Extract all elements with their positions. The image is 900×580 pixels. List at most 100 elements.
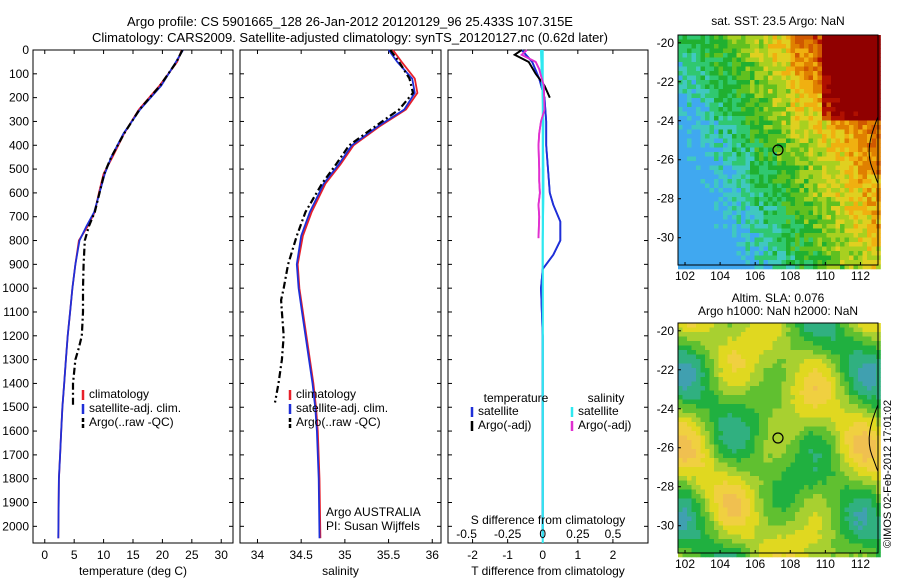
sla-map-xtick-label: 108	[780, 557, 800, 571]
depth-tick-label: 300	[9, 114, 29, 128]
temperature-series-satellite-adj-clim-	[57, 49, 184, 539]
difference-legend-label: satellite	[478, 404, 519, 418]
depth-tick-label: 1600	[2, 424, 29, 438]
temperature-legend-label: Argo(..raw -QC)	[89, 415, 174, 429]
float-info-annotation: PI: Susan Wijffels	[326, 519, 420, 533]
sst-map-coastline	[868, 116, 879, 184]
temperature-xtick-label: 20	[156, 548, 170, 562]
depth-tick-label: 1500	[2, 400, 29, 414]
difference-s-tick-label: 0.25	[566, 527, 590, 541]
depth-tick-label: 1900	[2, 496, 29, 510]
sla-map-ytick-label: -24	[657, 402, 675, 416]
depth-tick-label: 100	[9, 67, 29, 81]
salinity-xtick-label: 34.5	[289, 548, 313, 562]
depth-tick-label: 1200	[2, 329, 29, 343]
copyright-stamp: ©IMOS 02-Feb-2012 17:01:02	[882, 400, 894, 548]
salinity-series-satellite-adj-clim-	[295, 49, 416, 539]
difference-axes-frame	[447, 49, 649, 544]
sst-map-xtick-label: 108	[780, 269, 800, 283]
difference-xtick-label: -1	[502, 548, 513, 562]
difference-s-tick-label: 0.5	[605, 527, 622, 541]
sst-map-xtick-label: 102	[675, 269, 695, 283]
depth-tick-label: 1100	[3, 305, 29, 319]
temperature-xtick-label: 10	[97, 548, 111, 562]
temperature-profile-panel: 0100200300400500600700800900100011001200…	[2, 43, 234, 578]
depth-tick-label: 1300	[2, 353, 29, 367]
depth-tick-label: 700	[9, 210, 29, 224]
depth-tick-label: 600	[9, 186, 29, 200]
salinity-legend-label: Argo(..raw -QC)	[296, 415, 381, 429]
salinity-legend-label: climatology	[296, 387, 356, 401]
difference-xtick-label: 0	[539, 548, 546, 562]
sla-map-ytick-label: -26	[657, 441, 675, 455]
salinity-legend-label: satellite-adj. clim.	[296, 401, 388, 415]
sst-map-xtick-label: 112	[851, 269, 870, 283]
salinity-xtick-label: 36	[426, 548, 440, 562]
sla-map-xtick-label: 106	[745, 557, 765, 571]
sla-map-xtick-label: 104	[710, 557, 730, 571]
sst-map-ytick-label: -22	[657, 75, 675, 89]
depth-tick-label: 400	[9, 138, 29, 152]
sst-map-title: sat. SST: 23.5 Argo: NaN	[711, 14, 844, 28]
difference-series-salinity-satellite	[540, 49, 545, 539]
depth-tick-label: 900	[9, 257, 29, 271]
salinity-xlabel: salinity	[322, 564, 359, 578]
figure-title-line2: Climatology: CARS2009. Satellite-adjuste…	[92, 30, 608, 45]
temperature-xtick-label: 25	[185, 548, 199, 562]
salinity-series-argo-raw-qc-	[273, 49, 415, 403]
sla-map-title: Argo h1000: NaN h2000: NaN	[698, 304, 858, 318]
sla-map-ytick-label: -30	[657, 519, 675, 533]
temperature-legend-label: satellite-adj. clim.	[89, 401, 181, 415]
difference-xtick-label: 1	[574, 548, 581, 562]
sst-map-xtick-label: 104	[710, 269, 730, 283]
sla-map-ytick-label: -22	[657, 363, 675, 377]
sla-map-title: Altim. SLA: 0.076	[732, 291, 825, 305]
depth-tick-label: 800	[9, 234, 29, 248]
depth-tick-label: 1400	[2, 376, 29, 390]
float-info-annotation: Argo AUSTRALIA	[326, 505, 421, 519]
difference-legend-heading-salinity: salinity	[588, 391, 625, 405]
salinity-xtick-label: 35	[338, 548, 352, 562]
temperature-legend-label: climatology	[89, 387, 149, 401]
salinity-xtick-label: 34	[251, 548, 265, 562]
sst-map-field	[678, 35, 881, 270]
depth-tick-label: 1000	[2, 281, 29, 295]
difference-profile-panel: -2 -1 0 1 2 T difference from climatology S di…	[447, 49, 649, 578]
depth-tick-label: 1700	[2, 448, 29, 462]
difference-s-label: S difference from climatology	[471, 513, 626, 527]
difference-legend-label: Argo(-adj)	[478, 418, 531, 432]
figure-title-line1: Argo profile: CS 5901665_128 26-Jan-2012…	[127, 14, 573, 29]
difference-xlabel: T difference from climatology	[471, 564, 625, 578]
temperature-series-argo-raw-qc-	[71, 49, 184, 405]
difference-series-salinity-argo-adj-	[520, 49, 546, 239]
depth-tick-label: 1800	[2, 472, 29, 486]
sst-map-ytick-label: -30	[657, 231, 675, 245]
temperature-xtick-label: 30	[215, 548, 229, 562]
difference-s-tick-label: -0.5	[456, 527, 477, 541]
depth-tick-label: 2000	[2, 519, 29, 533]
sst-map-argo-position-marker	[772, 144, 784, 156]
sst-map-ytick-label: -24	[657, 114, 675, 128]
sst-map-xtick-label: 106	[745, 269, 765, 283]
sla-map-coastline	[868, 404, 879, 472]
difference-s-tick-label: -0.25	[494, 527, 522, 541]
sst-map-frame	[677, 34, 879, 266]
sst-map-ytick-label: -28	[657, 192, 675, 206]
sla-map-field	[678, 323, 881, 558]
temperature-series-climatology	[57, 49, 183, 539]
sla-map-xtick-label: 102	[675, 557, 695, 571]
salinity-profile-panel: 34 34.5 35 35.5 36 salinity climatologysatelli…	[239, 49, 442, 578]
salinity-series-climatology	[296, 49, 419, 539]
sla-map-xtick-label: 112	[851, 557, 870, 571]
depth-tick-label: 200	[9, 91, 29, 105]
sla-map-xtick-label: 110	[816, 557, 835, 571]
sla-map-frame	[677, 322, 879, 554]
sst-map-panel: 102 104 106 108 110 112 -20 -22 -24 -26 -28 -30 sat.…	[657, 14, 881, 283]
temperature-xtick-label: 15	[126, 548, 140, 562]
sst-map-ytick-label: -26	[657, 153, 675, 167]
sst-map-xtick-label: 110	[816, 269, 835, 283]
sla-map-ytick-label: -20	[657, 324, 675, 338]
difference-legend-heading-temperature: temperature	[484, 391, 549, 405]
sla-map-ytick-label: -28	[657, 480, 675, 494]
